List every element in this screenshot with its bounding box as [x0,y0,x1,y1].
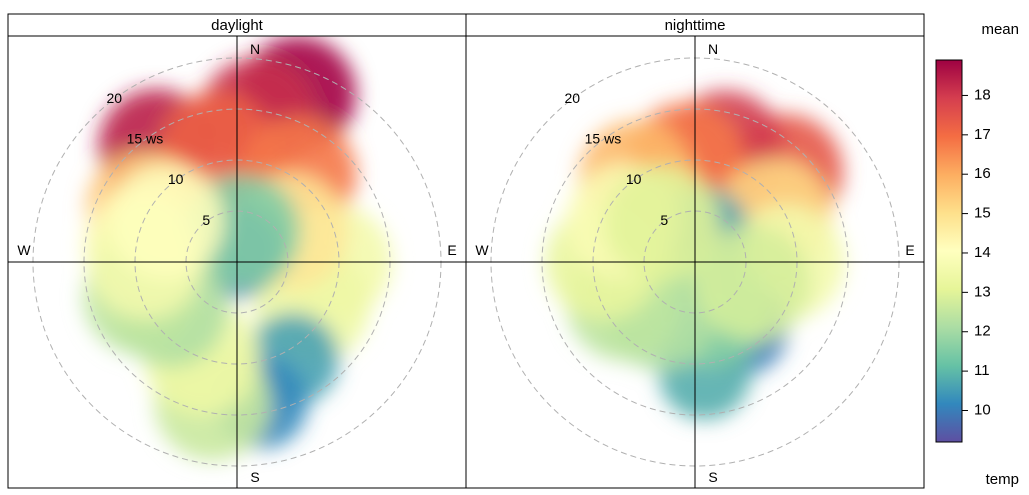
colorbar-tick-label: 15 [974,205,991,222]
colorbar-tick-label: 17 [974,126,991,143]
colorbar-tick-label: 14 [974,244,991,261]
compass-n: N [708,41,718,57]
ring-label: 20 [106,90,122,106]
colorbar-title: mean [981,21,1019,38]
ring-label: 15 ws [585,131,622,147]
surface-cell [694,224,811,341]
strip-label: nighttime [665,17,726,34]
colorbar-tick-label: 13 [974,283,991,300]
compass-w: W [475,242,489,258]
surface-cell [108,163,225,280]
ring-label: 10 [626,171,642,187]
compass-s: S [708,469,717,485]
strip-label: daylight [211,17,264,34]
colorbar-label: temp [986,471,1019,488]
colorbar-tick-label: 10 [974,401,991,418]
compass-s: S [250,469,259,485]
colorbar-tick-label: 11 [974,362,990,379]
compass-e: E [905,242,914,258]
compass-n: N [250,41,260,57]
ring-label: 15 ws [127,131,164,147]
value-surface [83,36,392,461]
ring-label: 20 [564,90,580,106]
colorbar: mean 10 11 12 13 14 15 16 17 18 temp [935,21,1019,488]
ring-label: 10 [168,171,184,187]
ring-label: 5 [660,212,668,228]
colorbar-tick-label: 12 [974,323,991,340]
colorbar-ramp [935,59,963,443]
panel-frame [465,13,925,489]
colorbar-tick-label: 16 [974,165,991,182]
ring-label: 5 [202,212,210,228]
colorbar-tick-label: 18 [974,86,991,103]
compass-e: E [447,242,456,258]
compass-w: W [17,242,31,258]
